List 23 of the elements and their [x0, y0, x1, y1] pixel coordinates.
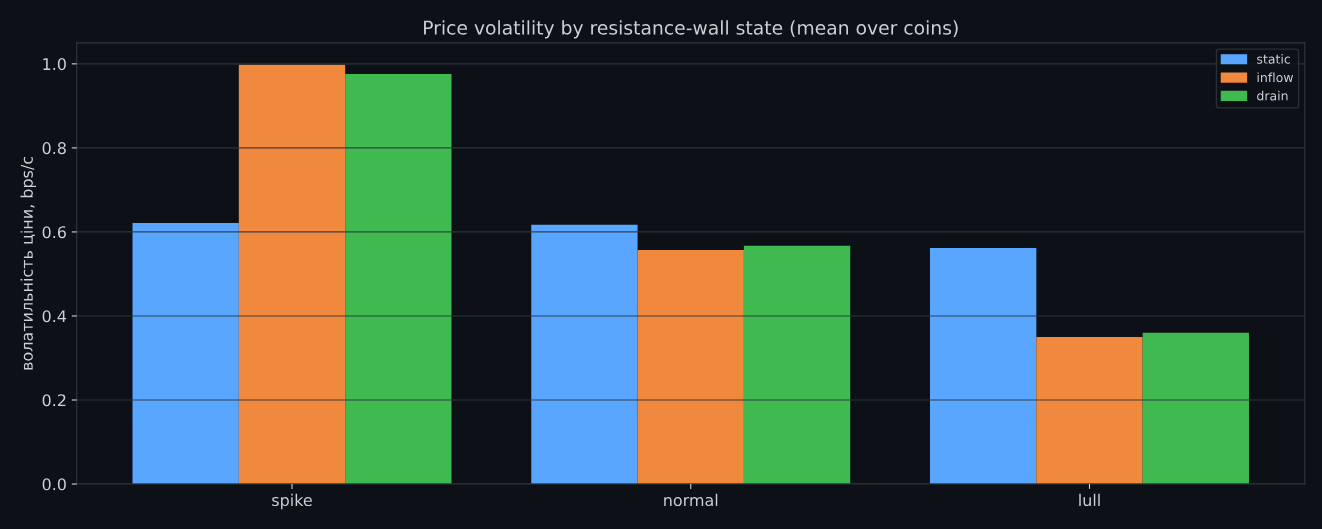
x-tick-label: spike — [272, 493, 312, 510]
y-tick-label: 0.4 — [42, 310, 67, 323]
bar — [238, 64, 346, 485]
chart-title: Price volatility by resistance-wall state (mean over coins) — [424, 20, 958, 39]
bar — [345, 73, 452, 485]
x-tick-label: lull — [1079, 493, 1100, 507]
bar — [1036, 336, 1143, 485]
bar — [637, 250, 744, 485]
x-tick-label: normal — [664, 493, 718, 507]
bar — [929, 247, 1037, 485]
y-axis-title: волатильність ціни, bps/с — [20, 156, 36, 370]
y-tick-label: 0.8 — [42, 142, 66, 155]
legend-label: inflow — [1257, 72, 1294, 83]
bar — [743, 245, 851, 485]
legend-label: drain — [1257, 90, 1288, 101]
y-tick-label: 0.2 — [42, 394, 66, 407]
legend-label: static — [1257, 54, 1290, 64]
bar — [1142, 332, 1249, 485]
y-tick-label: 0.6 — [42, 226, 66, 239]
y-tick-label: 0.0 — [42, 478, 66, 491]
bar — [531, 224, 638, 485]
bar — [132, 223, 239, 485]
y-tick-label: 1.0 — [43, 58, 66, 71]
